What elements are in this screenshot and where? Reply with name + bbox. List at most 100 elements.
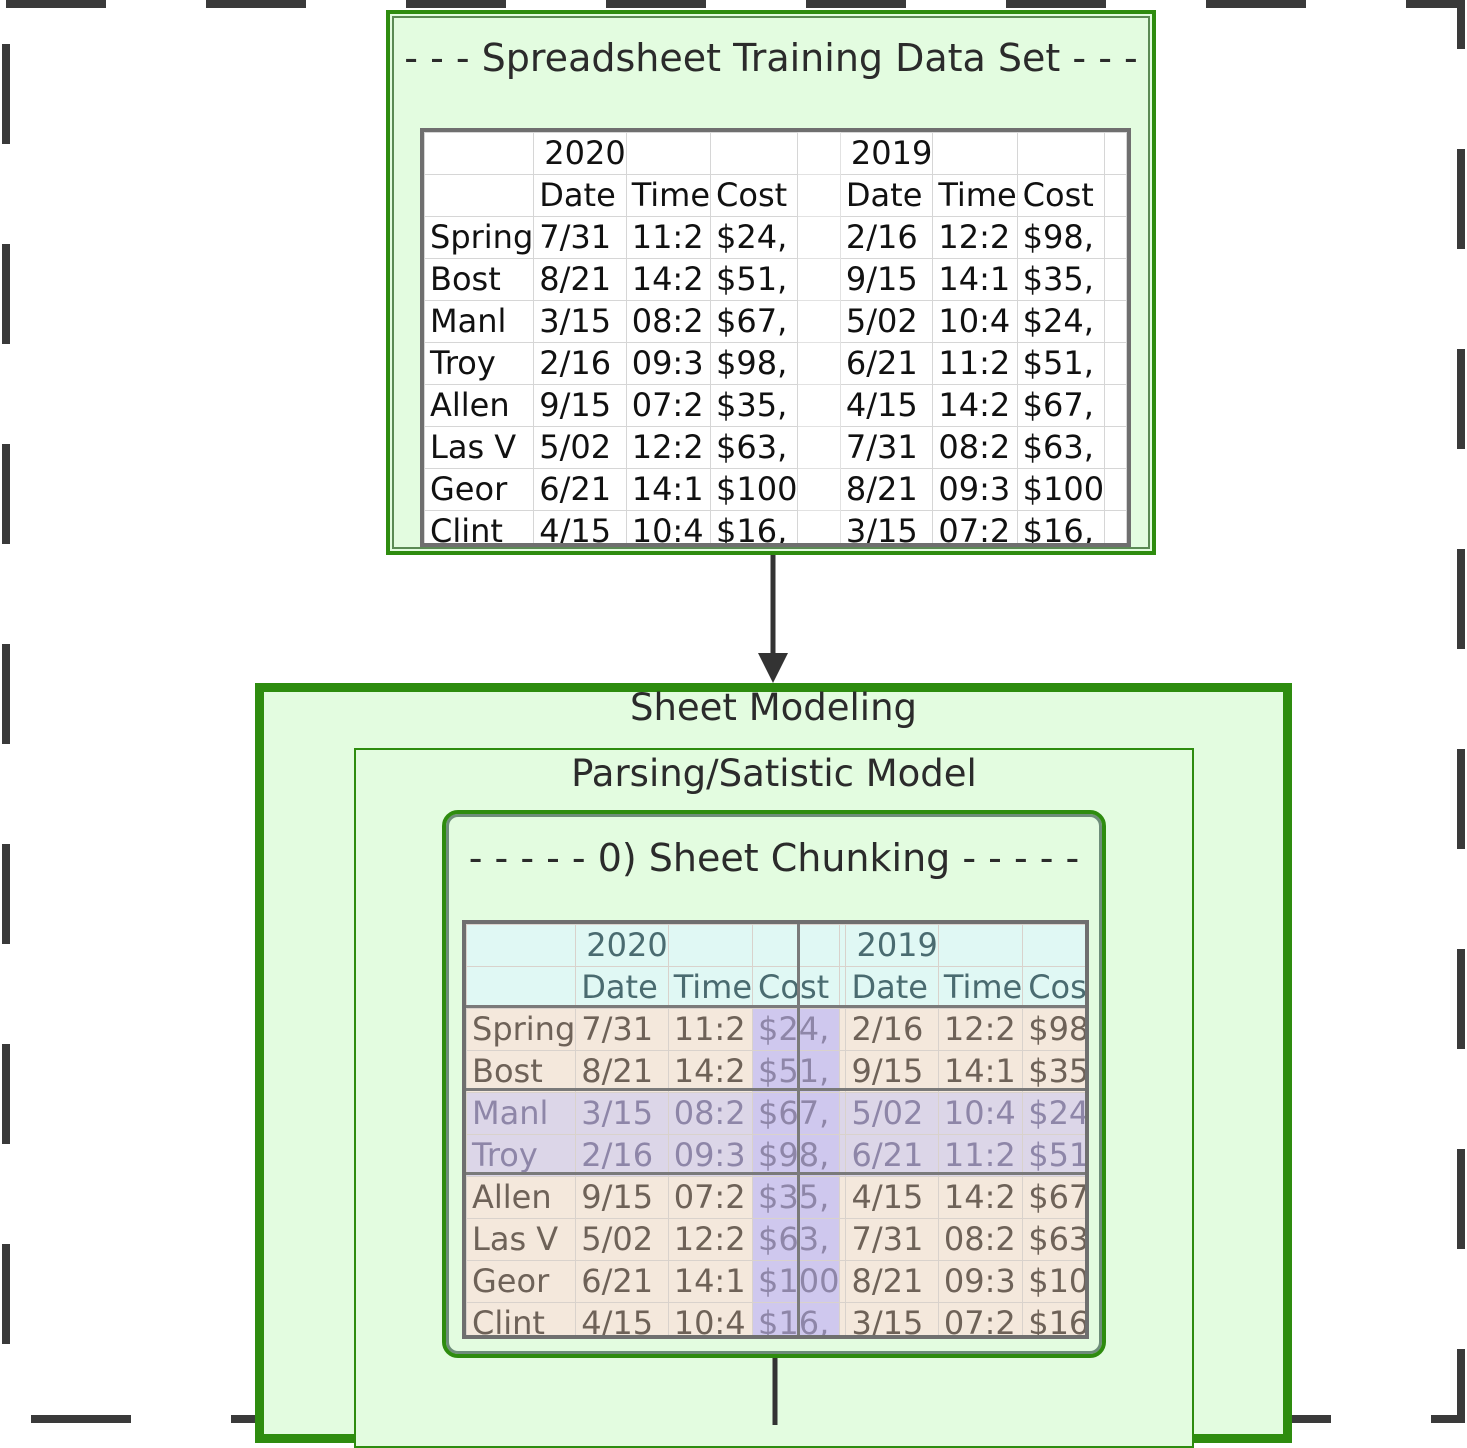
training-sheet-cell: 08:2 xyxy=(625,300,712,343)
chunk-sheet-cell: 9/15 xyxy=(575,1176,669,1219)
training-sheet-cell: 09:3 xyxy=(932,468,1018,511)
training-sheet-cell xyxy=(932,132,1018,175)
chunk-sheet-cell: Allen xyxy=(466,1176,577,1219)
chunk-sheet-cell: 14:2 xyxy=(937,1176,1024,1219)
training-sheet-cell xyxy=(1016,132,1106,175)
chunk-sheet-cell: 09:3 xyxy=(667,1134,754,1177)
training-sheet-cell xyxy=(710,132,799,175)
training-sheet-cell: Time xyxy=(625,174,712,217)
training-sheet-cell: 3/15 xyxy=(839,510,934,543)
training-sheet-cell xyxy=(424,174,535,217)
chunk-sheet-cell: 4/15 xyxy=(575,1302,669,1335)
chunk-sheet-cell: 14:1 xyxy=(937,1050,1024,1093)
training-sheet-cell: Spring xyxy=(424,216,535,259)
training-sheet-cell xyxy=(797,426,841,469)
training-sheet-cell: 10:4 xyxy=(932,300,1018,343)
training-sheet-cell: $24, xyxy=(1016,300,1106,343)
chunk-sheet-cell: Manl xyxy=(466,1092,577,1135)
training-sheet-cell: 11:2 xyxy=(932,342,1018,385)
chunk-sheet-cell: 07:2 xyxy=(937,1302,1024,1335)
chunk-sheet-cell: 11:2 xyxy=(937,1134,1024,1177)
training-sheet-cell: $51, xyxy=(1016,342,1106,385)
training-sheet-cell xyxy=(424,132,535,175)
training-sheet-cell: Clint xyxy=(424,510,535,543)
chunk-sheet-cell: Geor xyxy=(466,1260,577,1303)
training-sheet-cell xyxy=(797,468,841,511)
training-sheet-table: 2020 2019 Date Time Cost Date Time Cost Spring 7/… xyxy=(424,132,1127,543)
training-sheet-cell xyxy=(1104,510,1127,543)
training-sheet-cell xyxy=(1104,468,1127,511)
training-sheet-cell: 14:2 xyxy=(932,384,1018,427)
training-sheet-cell: $67, xyxy=(1016,384,1106,427)
training-sheet-row: Manl 3/15 08:2 $67, 5/02 10:4 $24, xyxy=(424,300,1127,343)
chunk-sheet-cell: $24, xyxy=(1022,1092,1085,1135)
chunk-sheet-cell: 07:2 xyxy=(667,1176,754,1219)
training-sheet-cell xyxy=(1104,300,1127,343)
chunk-sheet-cell: 11:2 xyxy=(667,1008,754,1051)
chunk-sheet-cell xyxy=(752,924,841,967)
training-sheet-cell: Date xyxy=(533,174,627,217)
training-sheet-cell: $35, xyxy=(710,384,799,427)
chunk-sheet-cell: $35, xyxy=(1022,1050,1085,1093)
chunk-sheet-cell: Spring xyxy=(466,1008,577,1051)
chunk-sheet-cell: Date xyxy=(845,966,939,1009)
training-sheet-cell xyxy=(797,216,841,259)
training-sheet-row: Troy 2/16 09:3 $98, 6/21 11:2 $51, xyxy=(424,342,1127,385)
flow-arrow xyxy=(758,555,788,683)
training-sheet-cell: Bost xyxy=(424,258,535,301)
training-sheet-cell: 12:2 xyxy=(932,216,1018,259)
chunk-sheet-cell xyxy=(466,966,577,1009)
training-sheet-row: Bost 8/21 14:2 $51, 9/15 14:1 $35, xyxy=(424,258,1127,301)
chunk-sheet-cell: $63, xyxy=(752,1218,841,1261)
training-sheet-cell: $98, xyxy=(710,342,799,385)
chunk-sheet-cell: $98, xyxy=(1022,1008,1085,1051)
training-sheet-cell: Cost xyxy=(710,174,799,217)
training-sheet-cell: 12:2 xyxy=(625,426,712,469)
chunk-sheet-cell: 6/21 xyxy=(845,1134,939,1177)
training-sheet-cell: $16, xyxy=(1016,510,1106,543)
training-sheet-cell: $63, xyxy=(1016,426,1106,469)
training-sheet-cell: 14:1 xyxy=(625,468,712,511)
training-sheet-cell: Time xyxy=(932,174,1018,217)
chunk-sheet-cell: $67, xyxy=(1022,1176,1085,1219)
training-sheet-cell: $67, xyxy=(710,300,799,343)
training-sheet-cell xyxy=(1104,384,1127,427)
training-sheet-cell: 14:1 xyxy=(932,258,1018,301)
training-sheet-cell: 7/31 xyxy=(839,426,934,469)
training-sheet-cell: 11:2 xyxy=(625,216,712,259)
flow-connector xyxy=(772,1358,778,1425)
training-sheet-cell: 4/15 xyxy=(839,384,934,427)
chunk-sheet-cell: 2019 xyxy=(845,924,939,967)
chunk-sheet-cell: 5/02 xyxy=(845,1092,939,1135)
chunk-sheet-cell: 8/21 xyxy=(575,1050,669,1093)
training-sheet-header-row: 2020 2019 xyxy=(424,132,1127,175)
chunk-sheet-cell: 3/15 xyxy=(575,1092,669,1135)
chunk-sheet-cell: 10:4 xyxy=(667,1302,754,1335)
training-sheet-row: Las V 5/02 12:2 $63, 7/31 08:2 $63, xyxy=(424,426,1127,469)
chunk-sheet-cell: Las V xyxy=(466,1218,577,1261)
training-sheet-cell: Manl xyxy=(424,300,535,343)
training-sheet-cell: 09:3 xyxy=(625,342,712,385)
training-sheet-cell: $98, xyxy=(1016,216,1106,259)
chunk-sheet-cell: 08:2 xyxy=(937,1218,1024,1261)
training-sheet-cell: 6/21 xyxy=(533,468,627,511)
training-sheet-cell: $35, xyxy=(1016,258,1106,301)
training-sheet-cell: Las V xyxy=(424,426,535,469)
chunk-sheet-cell xyxy=(466,924,577,967)
chunk-sheet-cell: 7/31 xyxy=(575,1008,669,1051)
chunk-sheet-cell xyxy=(667,924,754,967)
chunk-sheet-cell: Time xyxy=(937,966,1024,1009)
training-sheet-cell: $24, xyxy=(710,216,799,259)
chunk-sheet-cell: Date xyxy=(575,966,669,1009)
training-sheet-cell xyxy=(1104,258,1127,301)
chunk-sheet-cell: 08:2 xyxy=(667,1092,754,1135)
chunk-sheet-cell: Cost xyxy=(1022,966,1085,1009)
chunk-sheet-cell: $35, xyxy=(752,1176,841,1219)
